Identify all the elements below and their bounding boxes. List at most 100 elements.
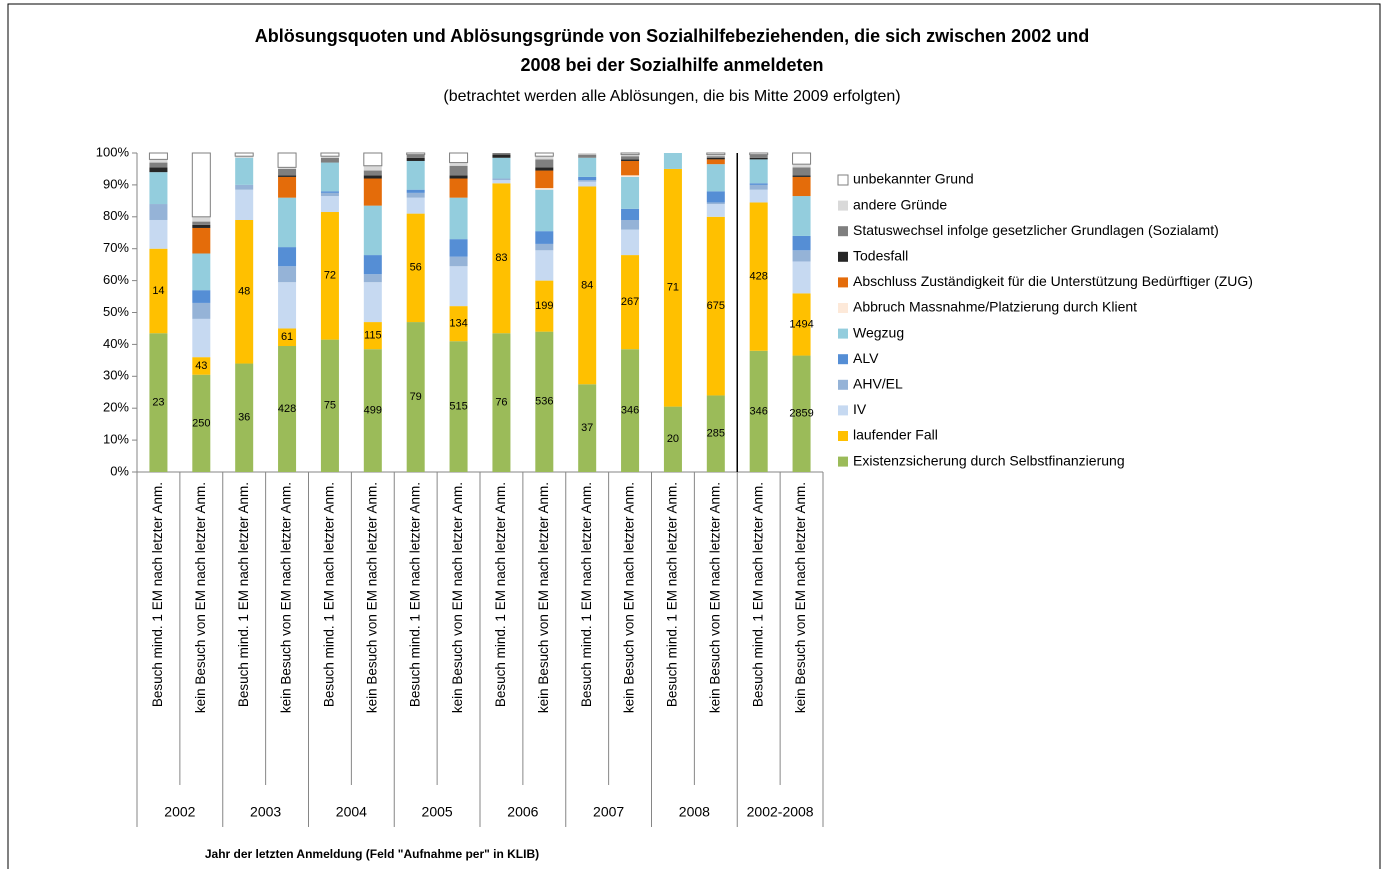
bar-segment: [621, 156, 640, 160]
bar-segment: [192, 357, 211, 375]
x-tick-label: kein Besuch von EM nach letzter Anm.: [793, 482, 808, 713]
bar-segment: [235, 156, 254, 158]
data-label: 199: [535, 300, 553, 312]
bar-segment: [278, 175, 297, 177]
legend-label: laufender Fall: [853, 427, 938, 443]
bar-segment: [534, 152, 554, 157]
bar-segment: [406, 213, 425, 323]
bar-segment: [663, 406, 682, 472]
x-tick-label: kein Besuch von EM nach letzter Anm.: [279, 482, 294, 713]
bar-segment: [235, 219, 254, 364]
bar-segment: [320, 339, 339, 472]
bar-segment: [792, 196, 811, 236]
bar-segment: [278, 282, 297, 329]
y-tick-label: 10%: [103, 432, 129, 447]
bar-segment: [406, 160, 425, 190]
bar-segment: [192, 290, 211, 303]
bar-segment: [578, 154, 597, 158]
bar-segment: [406, 154, 425, 158]
x-tick-label: Besuch mind. 1 EM nach letzter Anm.: [665, 482, 680, 707]
bar-segment: [792, 176, 811, 197]
bar-segment: [535, 156, 554, 160]
bar-segment: [278, 167, 297, 169]
y-tick-label: 60%: [103, 272, 129, 287]
legend-label: IV: [853, 401, 867, 417]
bar-segment: [277, 152, 297, 168]
chart-subtitle: (betrachtet werden alle Ablösungen, die …: [443, 88, 900, 105]
data-label: 61: [281, 331, 293, 343]
bar-segment: [578, 181, 597, 187]
x-tick-label: Besuch mind. 1 EM nach letzter Anm.: [750, 482, 765, 707]
chart-frame: [7, 3, 1381, 869]
data-label: 515: [449, 401, 467, 413]
bar-segment: [706, 157, 725, 160]
bar-segment: [792, 355, 811, 472]
bar-segment: [663, 153, 682, 169]
bar-segment: [492, 180, 511, 184]
group-label: 2007: [593, 804, 624, 820]
bar-segment: [621, 229, 640, 256]
bar-segment: [449, 152, 469, 164]
data-label: 76: [495, 397, 507, 409]
legend-label: Existenzsicherung durch Selbstfinanzieru…: [853, 452, 1125, 468]
bar-segment: [535, 189, 554, 232]
bar-segment: [192, 253, 211, 291]
data-label: 267: [621, 296, 639, 308]
bar-segment: [749, 157, 768, 160]
legend-swatch: [838, 456, 848, 467]
bar-segment: [749, 350, 768, 472]
bar-segment: [149, 159, 168, 163]
bar-segment: [706, 395, 725, 472]
legend-label: AHV/EL: [853, 376, 903, 392]
bar-segment: [621, 255, 640, 350]
data-label: 75: [324, 400, 336, 412]
bar-segment: [535, 167, 554, 171]
x-tick-label: kein Besuch von EM nach letzter Anm.: [707, 482, 722, 713]
bar-segment: [149, 248, 168, 334]
bar-segment: [578, 157, 597, 177]
data-label: 71: [667, 282, 679, 294]
bar-segment: [149, 172, 168, 205]
legend-label: Abbruch Massnahme/Platzierung durch Klie…: [853, 299, 1137, 315]
chart-title: Ablösungsquoten und Ablösungsgründe von …: [255, 26, 1089, 46]
bar-segment: [620, 152, 640, 156]
data-label: 428: [278, 403, 296, 415]
bar-segment: [578, 153, 597, 155]
bar-segment: [192, 302, 211, 319]
y-tick-label: 100%: [96, 144, 130, 159]
bar-segment: [320, 196, 339, 213]
bar-segment: [449, 256, 468, 267]
bar-segment: [235, 363, 254, 472]
bar-segment: [792, 250, 811, 262]
bar-segment: [192, 318, 211, 358]
bar-segment: [749, 184, 768, 190]
legend-label: Statuswechsel infolge gesetzlicher Grund…: [853, 222, 1219, 238]
data-label: 14: [152, 285, 164, 297]
bar-segment: [363, 165, 382, 171]
bar-segment: [578, 384, 597, 472]
bar-segment: [535, 243, 554, 251]
legend-swatch: [838, 226, 848, 237]
bar-segment: [363, 322, 382, 350]
bar-segment: [235, 157, 254, 185]
bar-segment: [621, 160, 640, 176]
bar-segment: [363, 170, 382, 176]
bar-segment: [363, 175, 382, 179]
bar-segment: [578, 180, 597, 182]
bar-segment: [792, 152, 812, 165]
bar-segment: [320, 157, 339, 163]
bar-segment: [621, 176, 640, 209]
bar-segment: [792, 261, 811, 294]
bar-segment: [320, 191, 339, 193]
bar-segment: [449, 266, 468, 307]
legend-swatch: [838, 379, 848, 390]
legend-label: Abschluss Zuständigkeit für die Unterstü…: [853, 273, 1253, 289]
bar-segment: [278, 197, 297, 248]
bar-segment: [706, 204, 725, 217]
bar-segment: [621, 154, 640, 157]
bar-segment: [792, 293, 811, 356]
bar-segment: [192, 224, 211, 228]
legend-label: andere Gründe: [853, 196, 947, 212]
